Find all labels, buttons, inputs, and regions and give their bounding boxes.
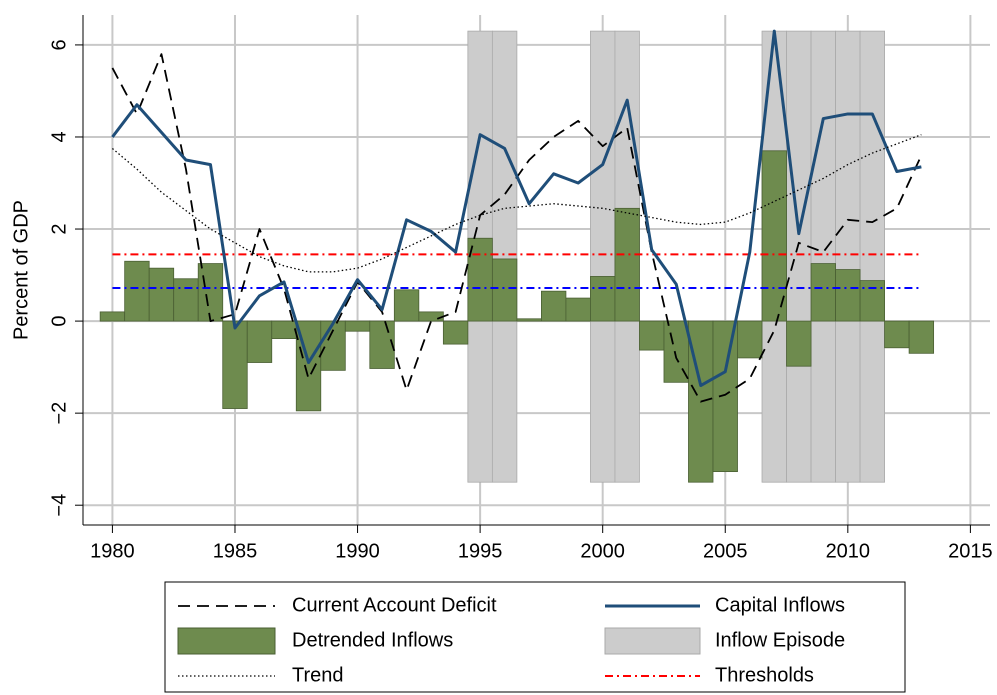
episode-band <box>590 30 616 483</box>
x-tick-label: 2005 <box>703 540 748 562</box>
bar <box>541 290 567 322</box>
bar <box>271 320 297 339</box>
bar <box>418 311 444 322</box>
episode-band <box>835 30 861 483</box>
bar <box>712 320 738 473</box>
bar <box>369 320 395 369</box>
bar <box>884 320 910 349</box>
x-tick-label: 2010 <box>826 540 871 562</box>
legend-swatch <box>604 627 701 655</box>
y-tick-label: 0 <box>48 316 70 327</box>
bar <box>737 320 763 359</box>
legend-label: Current Account Deficit <box>292 594 497 616</box>
bar <box>639 320 665 351</box>
bar <box>614 207 640 322</box>
legend-label: Thresholds <box>715 664 814 686</box>
legend-label: Inflow Episode <box>715 629 845 651</box>
episode-band <box>491 30 518 483</box>
bar <box>810 263 836 322</box>
x-tick-label: 1985 <box>213 540 258 562</box>
legend-label: Detrended Inflows <box>292 629 453 651</box>
x-tick-label: 1980 <box>90 540 135 562</box>
bar <box>393 289 420 322</box>
bar <box>246 320 273 363</box>
bar <box>344 320 371 332</box>
bar <box>908 320 935 354</box>
legend-label: Trend <box>292 664 344 686</box>
bar <box>491 258 518 322</box>
bar <box>590 276 616 322</box>
bar <box>467 237 493 322</box>
x-tick-label: 1995 <box>458 540 503 562</box>
legend-swatch <box>177 627 276 655</box>
y-tick-label: 2 <box>48 223 70 234</box>
bar <box>835 269 861 322</box>
bar <box>222 320 248 409</box>
bar <box>565 297 591 322</box>
y-tick-label: −2 <box>48 402 70 425</box>
x-tick-label: 2000 <box>580 540 625 562</box>
episode-band <box>859 30 885 483</box>
y-axis-label: Percent of GDP <box>10 200 32 340</box>
legend-box <box>164 581 906 693</box>
bar <box>859 280 885 322</box>
bar <box>320 320 346 371</box>
bar <box>173 278 199 322</box>
x-tick-label: 2015 <box>948 540 993 562</box>
bar <box>442 320 469 345</box>
bar <box>761 150 787 322</box>
series-line <box>111 29 922 388</box>
legend-label: Capital Inflows <box>715 594 845 616</box>
bar <box>516 318 542 322</box>
bar <box>148 267 175 322</box>
y-tick-label: 6 <box>48 39 70 50</box>
bar <box>124 260 150 322</box>
bar <box>786 320 812 367</box>
bar <box>197 263 224 322</box>
series-line <box>111 134 922 273</box>
y-tick-label: 4 <box>48 131 70 142</box>
y-tick-label: −4 <box>48 494 70 517</box>
episode-band <box>810 30 836 483</box>
bar <box>99 311 126 322</box>
episode-band <box>786 30 812 483</box>
x-tick-label: 1990 <box>335 540 380 562</box>
